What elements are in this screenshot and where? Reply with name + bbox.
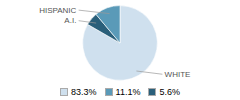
svg-text:WHITE: WHITE xyxy=(165,70,191,79)
html-text:5.6%: 5.6% xyxy=(159,86,180,97)
html-text:83.3%: 83.3% xyxy=(71,86,97,97)
svg-text:A.I.: A.I. xyxy=(64,16,76,25)
html-text:11.1%: 11.1% xyxy=(115,86,141,97)
svg-text:HISPANIC: HISPANIC xyxy=(39,6,76,15)
